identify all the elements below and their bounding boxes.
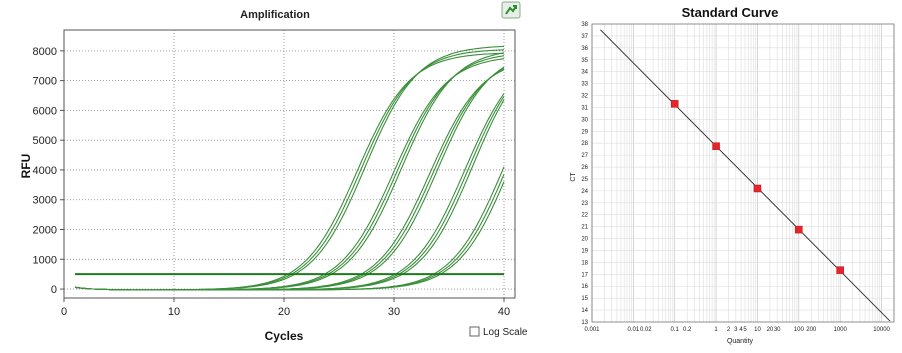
amplification-title: Amplification: [240, 9, 310, 21]
standard-curve-point[interactable]: [795, 225, 803, 234]
standard-curve-y-tick-label: 25: [581, 177, 588, 183]
standard-curve-y-tick-label: 28: [581, 141, 588, 147]
standard-curve-y-tick-label: 21: [581, 225, 588, 231]
standard-curve-x-tick-label: 100: [794, 327, 805, 333]
log-scale-checkbox[interactable]: [469, 326, 480, 337]
amplification-plot-frame: [63, 29, 516, 299]
amplification-y-tick-label: 5000: [33, 135, 57, 147]
amplification-x-tick-label: 40: [498, 306, 510, 318]
standard-curve-x-tick-label: 10000: [873, 327, 890, 333]
standard-curve-x-tick-label: 30: [774, 327, 781, 333]
standard-curve-x-tick-label: 0.01: [628, 327, 640, 333]
standard-curve-x-tick-label: 10: [754, 327, 761, 333]
standard-curve-x-tick-label: 1: [714, 327, 718, 333]
standard-curve-y-axis-label: CT: [570, 172, 577, 182]
amplification-y-tick-label: 2000: [33, 225, 57, 237]
standard-curve-plot-frame: [591, 23, 895, 323]
amplification-y-tick-label: 1000: [33, 254, 57, 266]
standard-curve-point[interactable]: [712, 142, 720, 150]
standard-curve-y-tick-label: 32: [581, 94, 588, 100]
standard-curve-point[interactable]: [670, 100, 679, 108]
standard-curve-y-tick-label: 20: [581, 237, 588, 243]
amplification-chart: Amplification 0 1000 2000 3000 4000 5000 6000 7…: [19, 1, 528, 343]
standard-curve-y-tick-label: 29: [581, 129, 588, 135]
standard-curve-panel: Standard Curve 13 14 15 16 17 18 19 20 21 22 23 24 2…: [558, 0, 902, 348]
standard-curve-x-axis-label: Quantity: [727, 338, 754, 345]
amplification-x-tick-label: 0: [61, 306, 67, 318]
standard-curve-chart: Standard Curve 1314151617181920212223242…: [570, 5, 895, 345]
log-scale-label: Log Scale: [483, 327, 528, 338]
standard-curve-x-tick-label: 0.2: [683, 327, 692, 333]
standard-curve-y-tick-label: 36: [581, 46, 588, 52]
standard-curve-y-tick-label: 22: [581, 213, 588, 219]
standard-curve-y-tick-label: 19: [581, 248, 588, 254]
standard-curve-y-tick-label: 15: [581, 296, 588, 302]
standard-curve-y-tick-label: 17: [581, 272, 588, 278]
amplification-x-axis-label: Cycles: [265, 329, 304, 343]
amplification-y-tick-label: 6000: [33, 105, 57, 117]
standard-curve-point[interactable]: [753, 184, 762, 193]
export-chart-icon[interactable]: [501, 1, 521, 19]
standard-curve-y-tick-label: 24: [581, 189, 588, 195]
standard-curve-y-tick-label: 37: [581, 34, 588, 40]
standard-curve-x-tick-label: 20: [767, 327, 774, 333]
standard-curve-x-tick-label: 4: [739, 327, 743, 333]
amplification-y-tick-label: 4000: [33, 165, 57, 177]
amplification-y-tick-label: 7000: [33, 76, 57, 88]
amplification-y-tick-label: 8000: [33, 46, 57, 58]
standard-curve-x-tick-label: 1000: [834, 327, 848, 333]
standard-curve-y-tick-label: 13: [581, 320, 588, 326]
standard-curve-y-tick-label: 26: [581, 165, 588, 171]
standard-curve-y-tick-label: 18: [581, 260, 588, 266]
amplification-y-tick-label: 3000: [33, 195, 57, 207]
amplification-panel: Amplification 0 1000 2000 3000 4000 5000 6000 7…: [19, 1, 528, 343]
log-scale-toggle[interactable]: Log Scale: [469, 326, 528, 338]
standard-curve-y-tick-label: 16: [581, 284, 588, 290]
standard-curve-y-tick-label: 34: [581, 70, 588, 76]
standard-curve-y-tick-label: 35: [581, 58, 588, 64]
standard-curve-y-tick-label: 33: [581, 82, 588, 88]
standard-curve-y-tick-label: 14: [581, 308, 588, 314]
standard-curve-y-tick-label: 30: [581, 117, 588, 123]
standard-curve-x-tick-label: 0.001: [584, 327, 600, 333]
amplification-plot-area: [64, 30, 515, 298]
amplification-x-tick-label: 30: [388, 306, 400, 318]
standard-curve-x-tick-label: 2: [727, 327, 731, 333]
standard-curve-x-tick-label: 3: [734, 327, 738, 333]
standard-curve-x-tick-label: 0.02: [640, 327, 652, 333]
standard-curve-y-tick-label: 27: [581, 153, 588, 159]
standard-curve-y-tick-label: 31: [581, 105, 588, 111]
standard-curve-title: Standard Curve: [682, 5, 779, 20]
standard-curve-point[interactable]: [836, 266, 844, 274]
amplification-x-tick-label: 20: [278, 306, 290, 318]
standard-curve-x-tick-label: 5: [743, 327, 747, 333]
standard-curve-x-tick-label: 0.1: [671, 327, 680, 333]
amplification-y-tick-label: 0: [51, 284, 57, 296]
amplification-curve: [74, 181, 505, 291]
amplification-y-axis-label: RFU: [19, 154, 33, 179]
standard-curve-y-tick-label: 38: [581, 22, 588, 28]
standard-curve-x-tick-label: 200: [806, 327, 817, 333]
standard-curve-y-tick-label: 23: [581, 201, 588, 207]
amplification-x-tick-label: 10: [168, 306, 180, 318]
